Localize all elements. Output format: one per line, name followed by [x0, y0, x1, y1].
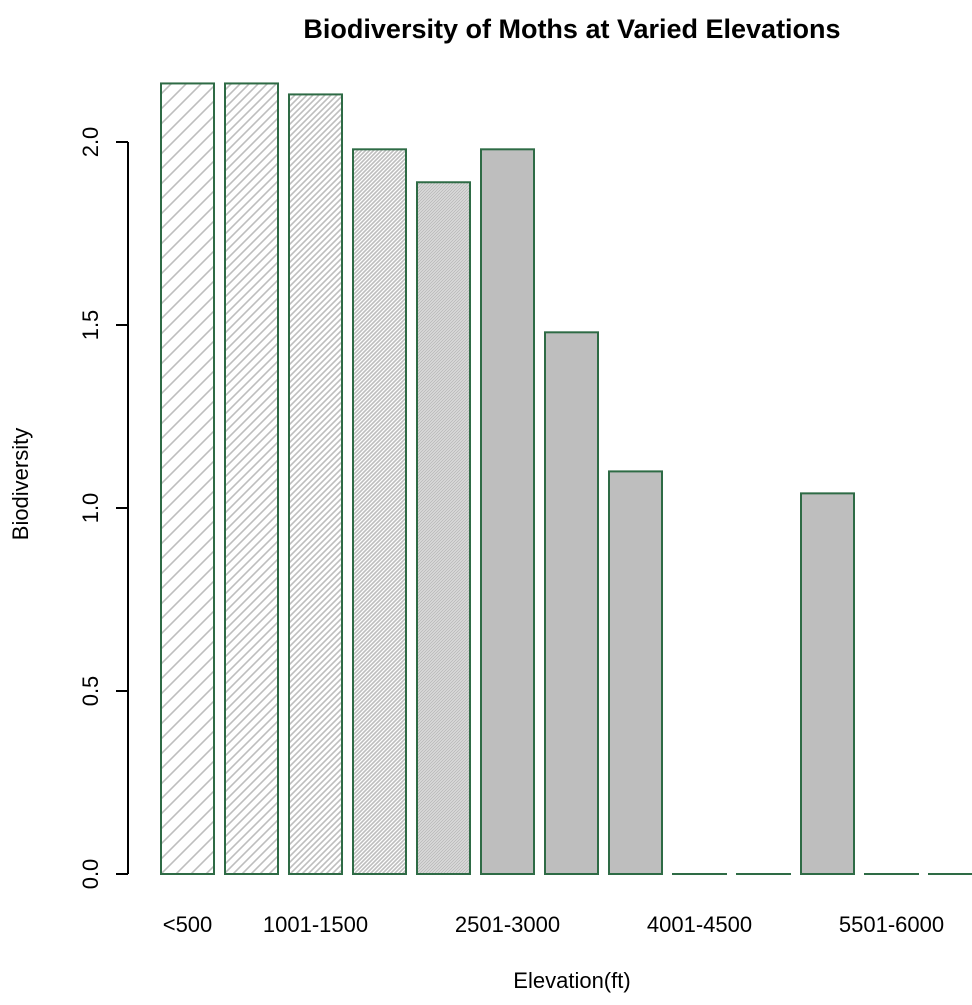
y-tick-label: 2.0 — [78, 127, 103, 158]
x-tick-label: 1001-1500 — [263, 912, 368, 937]
bar-1001-1500 — [288, 93, 343, 876]
chart-title: Biodiversity of Moths at Varied Elevatio… — [303, 14, 840, 44]
bar-1501-2000 — [352, 148, 407, 875]
y-tick-label: 1.0 — [78, 493, 103, 524]
bars — [160, 82, 972, 876]
y-tick-label: 1.5 — [78, 310, 103, 341]
bar-2501-3000 — [480, 148, 535, 875]
y-tick-label: 0.5 — [78, 676, 103, 707]
x-tick-label: 5501-6000 — [839, 912, 944, 937]
x-axis-label: Elevation(ft) — [513, 968, 630, 993]
y-axis: 0.0 0.5 1.0 1.5 2.0 — [78, 127, 129, 890]
x-tick-label: 2501-3000 — [455, 912, 560, 937]
bar-3501-4000 — [608, 470, 663, 875]
bar-501-1000 — [224, 82, 279, 875]
y-tick-label: 0.0 — [78, 859, 103, 890]
x-tick-label: <500 — [163, 912, 213, 937]
bar-2001-2500 — [416, 181, 471, 875]
y-axis-label: Biodiversity — [8, 428, 33, 540]
bar-3001-3500 — [544, 331, 599, 875]
bar-5001-5500 — [800, 492, 855, 875]
bar-<500 — [160, 82, 215, 875]
x-tick-label: 4001-4500 — [647, 912, 752, 937]
x-axis-tick-labels: <500 1001-1500 2501-3000 4001-4500 5501-6000 — [163, 912, 944, 937]
